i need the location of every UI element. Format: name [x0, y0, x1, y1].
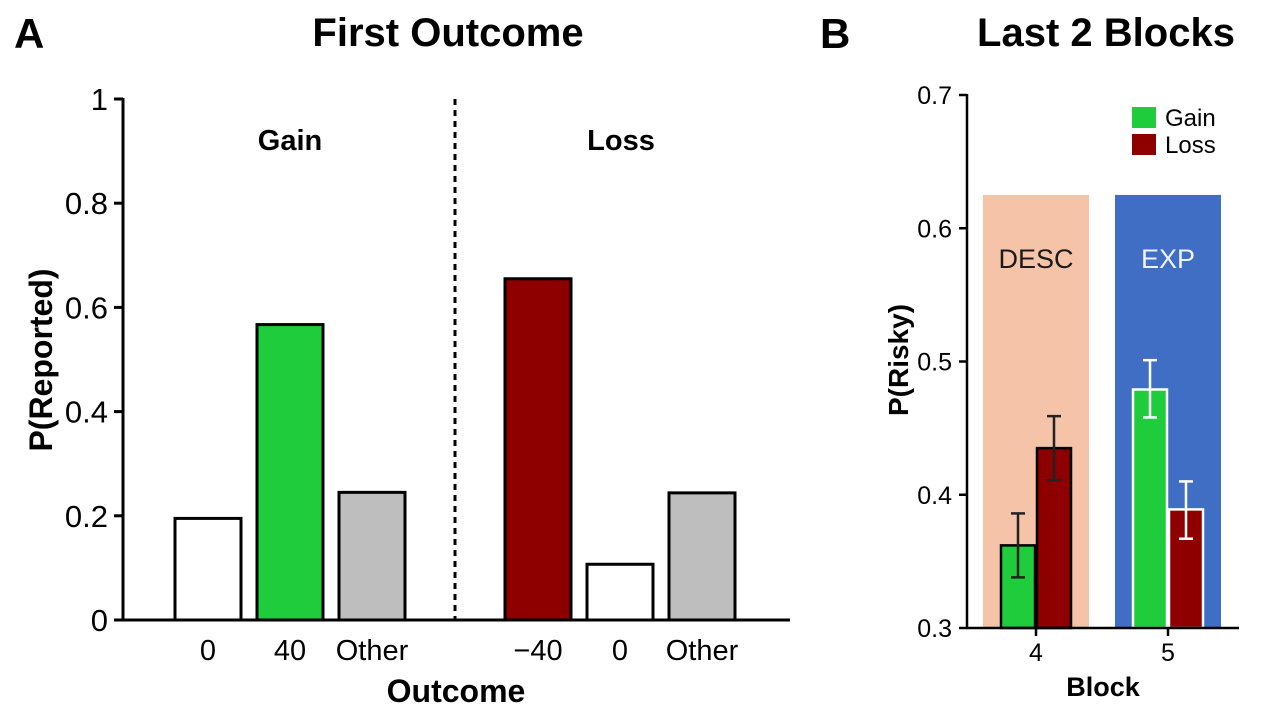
tick-label-y-0: 0	[91, 603, 108, 638]
panel-b-xlabel: Block	[1066, 672, 1141, 702]
tick-label-y-1: 0.2	[65, 499, 108, 534]
panel-a-axes: 0 0.2 0.4 0.6 0.8 1	[65, 82, 790, 638]
panel-b-title: Last 2 Blocks	[977, 11, 1235, 55]
group-label-gain: Gain	[258, 125, 322, 157]
panel-a: A First Outcome P(Reported) Outcome 0 40 O…	[14, 10, 790, 708]
bar-gain-3	[337, 490, 407, 622]
bar-loss-1	[503, 277, 573, 622]
tick-label-x-b-1: 5	[1161, 639, 1175, 667]
tick-label-y-b-0: 0.3	[917, 615, 952, 643]
bar-block5-gain	[1131, 388, 1169, 630]
tick-label-y-b-2: 0.5	[917, 349, 952, 377]
bar-gain-2	[255, 323, 325, 622]
panel-b-axes: 0.3 0.4 0.5 0.6 0.7 4 5	[917, 82, 1239, 667]
panel-a-xlabel: Outcome	[387, 673, 526, 708]
tick-label-y-3: 0.6	[65, 290, 108, 325]
tick-label-y-5: 1	[91, 82, 108, 117]
panel-b-letter: B	[820, 10, 850, 57]
legend-label-loss: Loss	[1165, 132, 1216, 159]
legend-swatch-gain	[1132, 107, 1156, 128]
tick-label-y-2: 0.4	[65, 395, 108, 430]
tick-label-x-b-0: 4	[1029, 639, 1043, 667]
panel-a-bars: 0 40 Other −40 0 Other	[173, 277, 739, 667]
tick-label-x-loss-1: −40	[513, 635, 562, 667]
legend-swatch-loss	[1132, 134, 1156, 155]
bar-loss-3	[667, 491, 737, 622]
group-label-loss: Loss	[587, 125, 655, 157]
tick-label-y-b-1: 0.4	[917, 482, 952, 510]
tick-label-x-loss-2: 0	[612, 635, 628, 667]
tick-label-x-loss-3: Other	[666, 635, 739, 667]
panel-a-title: First Outcome	[312, 11, 583, 55]
panel-a-ylabel: P(Reported)	[23, 268, 59, 451]
panel-a-letter: A	[14, 10, 44, 57]
tick-label-y-b-4: 0.7	[917, 82, 952, 110]
tick-label-x-gain-2: 40	[274, 635, 306, 667]
background-label-exp: EXP	[1141, 244, 1195, 274]
panel-b: B Last 2 Blocks P(Risky) Block DESC EXP 0…	[820, 10, 1239, 702]
tick-label-x-gain-1: 0	[200, 635, 216, 667]
tick-label-y-4: 0.8	[65, 186, 108, 221]
legend-label-gain: Gain	[1165, 105, 1216, 132]
bar-gain-1	[173, 516, 243, 622]
bar-loss-2	[585, 562, 655, 622]
background-label-desc: DESC	[998, 244, 1073, 274]
tick-label-x-gain-3: Other	[336, 635, 409, 667]
panel-b-bars	[999, 358, 1205, 630]
panel-b-ylabel: P(Risky)	[883, 304, 914, 416]
tick-label-y-b-3: 0.6	[917, 215, 952, 243]
